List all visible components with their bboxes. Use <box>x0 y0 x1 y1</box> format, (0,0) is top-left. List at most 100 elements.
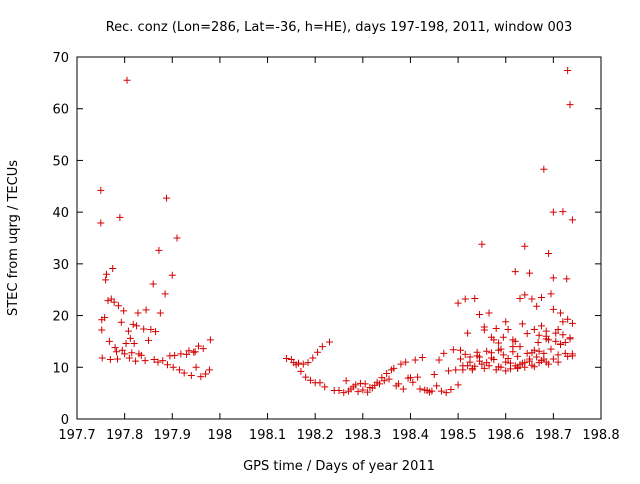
data-point <box>130 339 138 347</box>
plot-frame <box>76 56 602 420</box>
data-point <box>180 369 188 377</box>
data-point <box>140 325 148 333</box>
data-point <box>144 336 152 344</box>
data-point <box>492 366 500 374</box>
data-point <box>116 213 124 221</box>
data-point <box>318 343 326 351</box>
data-point <box>545 250 553 258</box>
data-point <box>356 379 364 387</box>
data-point <box>122 339 130 347</box>
data-point <box>340 389 348 397</box>
data-point <box>464 362 472 370</box>
data-point <box>487 349 495 357</box>
data-point <box>528 361 536 369</box>
data-point <box>321 383 329 391</box>
data-point <box>526 357 534 365</box>
data-point <box>173 234 181 242</box>
data-point <box>335 387 343 395</box>
data-point <box>409 378 417 386</box>
data-point <box>533 353 541 361</box>
data-point <box>557 309 565 317</box>
data-point <box>118 346 126 354</box>
data-point <box>476 311 484 319</box>
data-point <box>113 355 121 363</box>
data-point <box>111 344 119 352</box>
data-point <box>316 379 324 387</box>
x-tick-label: 198.7 <box>535 428 572 443</box>
data-point <box>104 297 112 305</box>
data-point <box>540 349 548 357</box>
data-point <box>169 363 177 371</box>
data-point <box>540 165 548 173</box>
data-point <box>535 347 543 355</box>
data-point <box>471 362 479 370</box>
y-tick-label: 50 <box>52 154 69 169</box>
data-point <box>461 350 469 358</box>
data-point <box>449 346 457 354</box>
data-point <box>132 357 140 365</box>
data-point <box>125 354 133 362</box>
data-point <box>375 380 383 388</box>
data-point <box>547 290 555 298</box>
axis-ticks: 197.7 197.8 197.9 198 198.1 198.2 198.3 198.4 19… <box>52 51 619 443</box>
data-point <box>418 353 426 361</box>
data-point <box>464 329 472 337</box>
data-point <box>478 240 486 248</box>
x-tick-label: 198.1 <box>249 428 286 443</box>
data-point <box>302 373 310 381</box>
data-point <box>549 305 557 313</box>
data-point <box>537 322 545 330</box>
data-point <box>314 348 322 356</box>
data-point <box>480 364 488 372</box>
data-point <box>206 336 214 344</box>
data-point <box>456 346 464 354</box>
data-point <box>523 349 531 357</box>
data-point <box>411 356 419 364</box>
data-point <box>514 363 522 371</box>
data-point <box>177 350 185 358</box>
data-point <box>402 358 410 366</box>
x-tick-label: 197.7 <box>58 428 95 443</box>
data-point <box>442 389 450 397</box>
data-point <box>566 335 574 343</box>
data-point <box>142 306 150 314</box>
data-point <box>397 360 405 368</box>
data-point <box>509 348 517 356</box>
data-point <box>537 293 545 301</box>
data-point <box>452 366 460 374</box>
data-point <box>456 355 464 363</box>
data-point <box>516 295 524 303</box>
data-point <box>497 363 505 371</box>
data-point <box>461 295 469 303</box>
data-point <box>499 333 507 341</box>
data-point <box>137 351 145 359</box>
x-tick-label: 198.3 <box>344 428 381 443</box>
data-point <box>518 320 526 328</box>
data-point <box>471 295 479 303</box>
data-point <box>554 326 562 334</box>
data-point <box>485 362 493 370</box>
data-point <box>152 328 160 336</box>
data-point <box>133 322 141 330</box>
data-point <box>564 315 572 323</box>
data-point <box>105 337 113 345</box>
data-point <box>155 246 163 254</box>
data-point <box>568 216 576 224</box>
x-tick-label: 197.8 <box>106 428 143 443</box>
data-point <box>547 345 555 353</box>
data-point <box>154 358 162 366</box>
data-point <box>559 331 567 339</box>
y-tick-label: 70 <box>52 51 69 66</box>
data-point <box>568 319 576 327</box>
data-points <box>97 66 576 397</box>
data-point <box>445 367 453 375</box>
data-point <box>490 356 498 364</box>
data-point <box>502 367 510 375</box>
data-point <box>150 356 158 364</box>
data-point <box>480 323 488 331</box>
data-point <box>554 358 562 366</box>
data-point <box>106 356 114 364</box>
data-point <box>383 369 391 377</box>
data-point <box>521 242 529 250</box>
